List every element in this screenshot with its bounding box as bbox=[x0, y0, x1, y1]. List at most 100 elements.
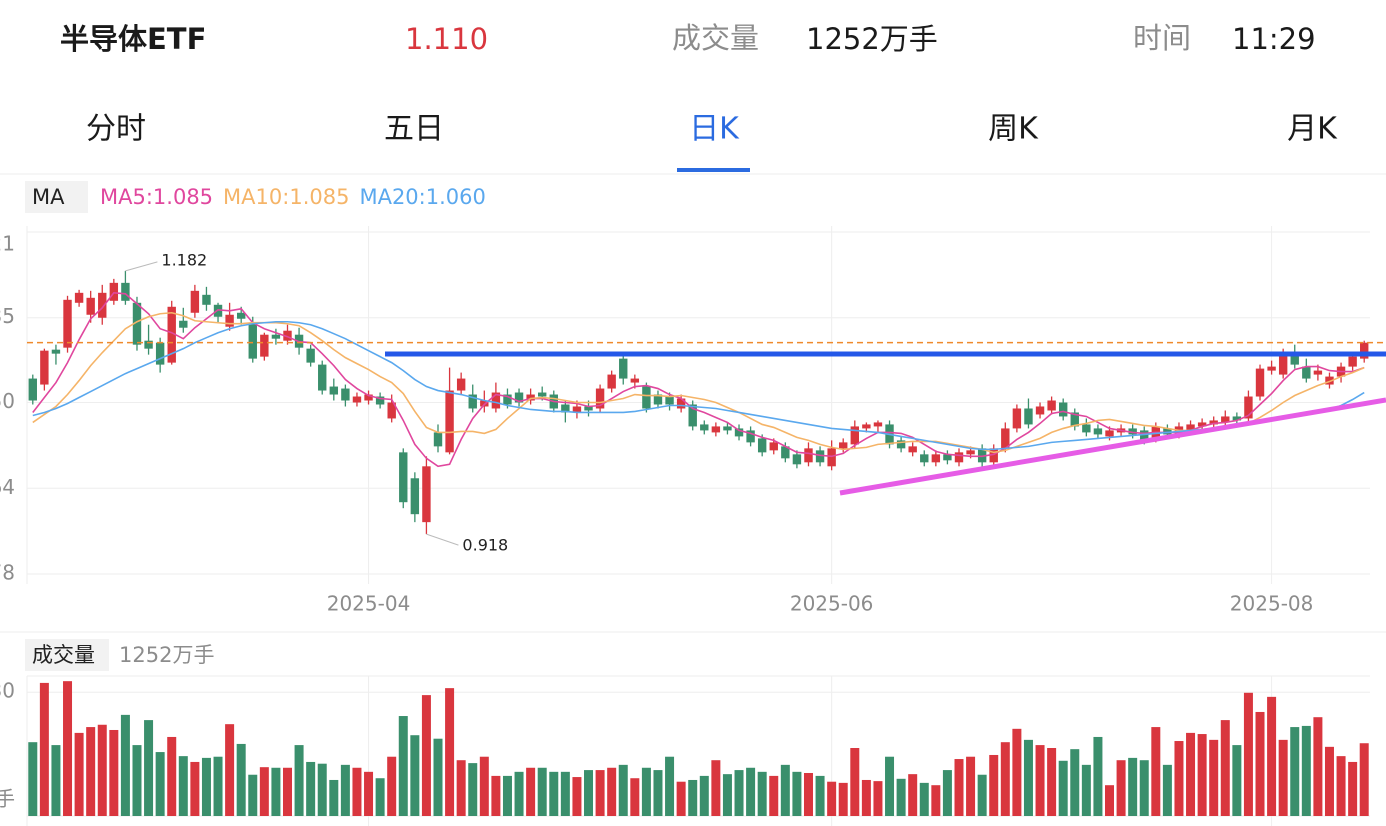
candle-body bbox=[1128, 428, 1137, 435]
candle-body bbox=[1255, 368, 1265, 397]
tab[interactable]: 分时 bbox=[86, 112, 146, 147]
volume-title-box bbox=[25, 639, 109, 671]
candle-body bbox=[943, 454, 952, 461]
volume-bar bbox=[502, 775, 512, 816]
candle-body bbox=[561, 404, 570, 413]
candle-body bbox=[86, 297, 95, 315]
candle-body bbox=[792, 454, 802, 465]
volume-bar bbox=[1012, 728, 1022, 816]
candle-body bbox=[503, 394, 512, 405]
candle-body bbox=[630, 378, 640, 383]
candle-body bbox=[98, 292, 107, 318]
volume-bar bbox=[1151, 727, 1161, 816]
volume-bar bbox=[699, 775, 709, 816]
tab[interactable]: 周K bbox=[988, 112, 1039, 147]
tab[interactable]: 月K bbox=[1287, 112, 1338, 147]
volume-bar bbox=[491, 775, 501, 816]
y-tick-label: 0.878 bbox=[0, 561, 15, 585]
volume-bar bbox=[329, 779, 339, 816]
volume-bar bbox=[734, 770, 744, 816]
candle-body bbox=[989, 448, 998, 463]
volume-bar bbox=[514, 771, 524, 816]
volume-bar bbox=[213, 756, 223, 816]
candle-body bbox=[862, 424, 871, 429]
candle-body bbox=[850, 426, 859, 445]
candle-body bbox=[399, 452, 408, 503]
candle-body bbox=[653, 394, 663, 405]
candle-body bbox=[28, 378, 37, 401]
candle-body bbox=[40, 350, 49, 385]
candle-body bbox=[306, 348, 315, 363]
candle-body bbox=[723, 426, 732, 431]
candle-body bbox=[966, 450, 975, 455]
volume-bar bbox=[352, 767, 362, 816]
volume-bar bbox=[421, 695, 431, 816]
volume-bar bbox=[1093, 736, 1103, 816]
volume-bar bbox=[28, 742, 38, 816]
candle-body bbox=[456, 378, 466, 391]
candle-body bbox=[607, 374, 616, 389]
volume-bar bbox=[479, 756, 489, 816]
candle-body bbox=[1360, 342, 1369, 359]
volume-bar bbox=[1081, 764, 1091, 816]
volume-bar bbox=[803, 772, 813, 816]
candle-body bbox=[665, 396, 674, 405]
tab[interactable]: 日K bbox=[689, 112, 740, 147]
candle-body bbox=[341, 388, 350, 401]
candle-body bbox=[155, 342, 165, 365]
volume-bar bbox=[39, 682, 49, 816]
candle-body bbox=[896, 440, 906, 449]
volume-bar bbox=[1313, 717, 1323, 816]
volume-bar bbox=[815, 775, 825, 816]
candle-body bbox=[202, 294, 211, 305]
volume-bar bbox=[595, 770, 605, 816]
y-tick-label: 2130 bbox=[0, 679, 15, 703]
candle-body bbox=[873, 422, 883, 427]
candle-body bbox=[1302, 366, 1311, 379]
volume-bar bbox=[468, 763, 478, 816]
volume-bar bbox=[190, 761, 200, 816]
volume-bar bbox=[1232, 745, 1242, 816]
high-annotation: 1.182 bbox=[161, 250, 207, 269]
candle-body bbox=[167, 306, 176, 363]
candle-body bbox=[271, 334, 281, 339]
candle-body bbox=[931, 454, 941, 463]
candle-body bbox=[1209, 420, 1218, 425]
candle-body bbox=[236, 312, 246, 319]
volume-bar bbox=[676, 781, 686, 816]
candle-body bbox=[572, 406, 582, 413]
volume-bar bbox=[919, 782, 929, 816]
volume-bar bbox=[1000, 742, 1010, 816]
volume-bar bbox=[630, 778, 640, 816]
volume-bar bbox=[433, 738, 443, 816]
volume-bar bbox=[282, 767, 292, 816]
candle-body bbox=[1232, 416, 1242, 421]
volume-bar bbox=[201, 757, 211, 816]
tab[interactable]: 五日 bbox=[384, 112, 444, 147]
volume-bar bbox=[445, 688, 455, 816]
volume-bar bbox=[722, 774, 732, 816]
volume-bar bbox=[1035, 745, 1045, 816]
volume-bar bbox=[271, 767, 281, 816]
candle-body bbox=[445, 390, 454, 453]
candle-body bbox=[283, 330, 292, 341]
candle-body bbox=[225, 314, 234, 327]
volume-bar bbox=[838, 782, 848, 816]
candle-body bbox=[190, 290, 200, 313]
candle-body bbox=[1348, 356, 1357, 367]
candle-body bbox=[410, 478, 420, 515]
candle-body bbox=[51, 349, 61, 354]
volume-bar bbox=[1220, 720, 1230, 816]
candle-body bbox=[387, 402, 396, 419]
volume-bar bbox=[167, 736, 177, 816]
volume-bar bbox=[1278, 739, 1288, 816]
legend-entry: MA10:1.085 bbox=[223, 185, 349, 209]
candle-body bbox=[352, 396, 362, 403]
candle-body bbox=[1001, 428, 1010, 449]
candle-body bbox=[329, 386, 339, 395]
candle-body bbox=[734, 428, 744, 437]
volume-bar bbox=[1336, 756, 1346, 816]
candle-body bbox=[1186, 424, 1195, 431]
candle-body bbox=[144, 340, 153, 349]
volume-title: 成交量 bbox=[32, 643, 95, 667]
